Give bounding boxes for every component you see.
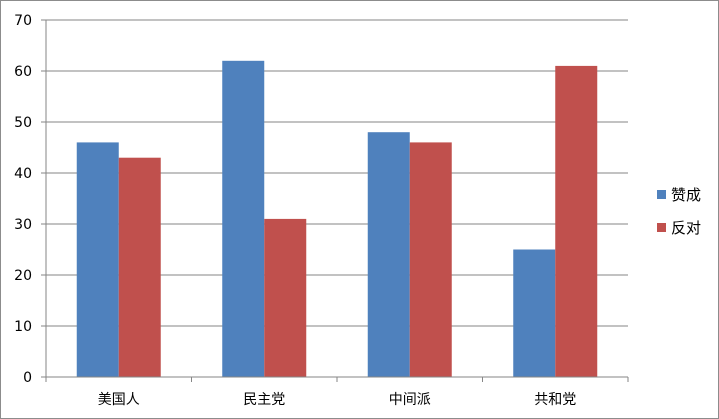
bar-赞成-美国人: [76, 142, 119, 377]
x-tick-labels: 美国人 民主党 中间派 共和党: [98, 392, 577, 408]
bar-反对-共和党: [555, 65, 598, 378]
y-tick-label: 20: [14, 268, 32, 284]
bar-赞成-共和党: [513, 249, 556, 377]
y-tick-label: 30: [14, 217, 32, 233]
bar-反对-美国人: [118, 157, 161, 377]
bar-赞成-中间派: [367, 132, 410, 377]
legend-swatch: [657, 190, 666, 199]
bar-反对-民主党: [264, 218, 307, 377]
y-tick-label: 60: [14, 64, 32, 80]
y-tick-label: 40: [14, 166, 32, 182]
x-tick-label: 中间派: [389, 392, 431, 408]
legend-swatch: [657, 223, 666, 232]
bars: [76, 60, 598, 378]
y-tick-label: 70: [14, 13, 32, 29]
y-tick-labels: 0 10 20 30 40 50 60 70: [14, 13, 32, 386]
bar-赞成-民主党: [222, 60, 265, 378]
axes: [41, 19, 629, 382]
legend-label: 反对: [671, 219, 701, 237]
x-tick-label: 民主党: [243, 392, 285, 408]
y-tick-label: 50: [14, 115, 32, 131]
y-tick-label: 10: [14, 319, 32, 335]
x-tick-label: 共和党: [534, 392, 576, 408]
legend-label: 赞成: [671, 186, 701, 204]
x-tick-label: 美国人: [98, 392, 140, 408]
y-tick-label: 0: [23, 370, 32, 386]
bar-反对-中间派: [409, 142, 452, 377]
